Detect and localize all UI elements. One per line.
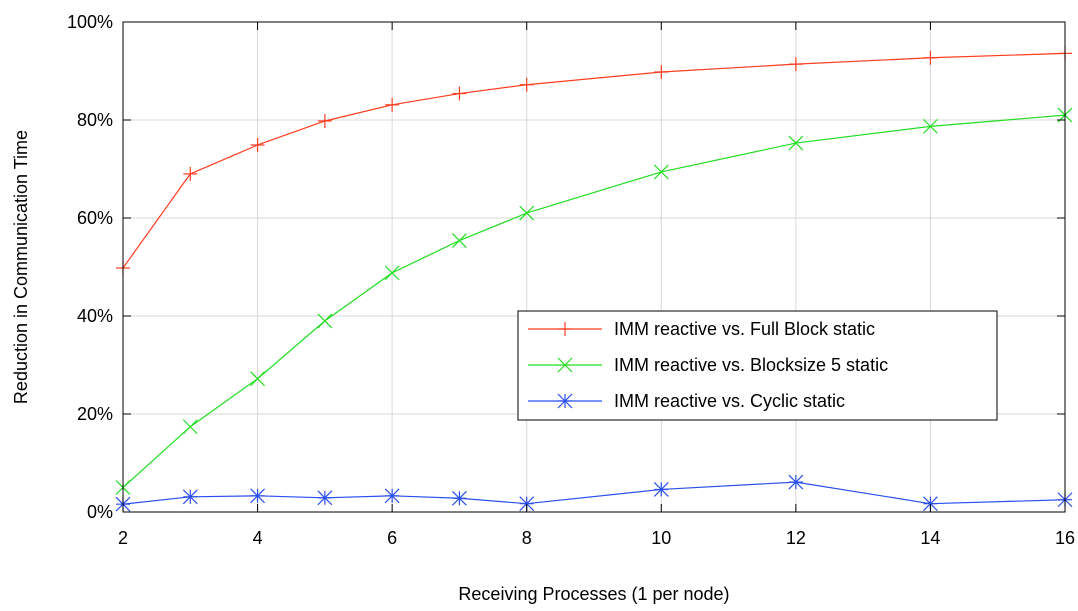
y-axis-title: Reduction in Communication Time <box>11 130 31 404</box>
data-point <box>519 205 535 221</box>
legend-swatch-marker <box>558 322 572 336</box>
series-line <box>122 114 1066 488</box>
data-point <box>788 474 804 490</box>
y-tick-label: 100% <box>67 12 113 32</box>
data-point <box>923 118 938 134</box>
data-point <box>384 488 400 504</box>
data-point <box>317 313 333 329</box>
legend-swatch-marker <box>557 393 573 409</box>
data-point <box>653 482 669 497</box>
y-tick-label: 60% <box>77 208 113 228</box>
data-point <box>788 57 803 72</box>
x-tick-label: 4 <box>253 528 263 548</box>
data-point <box>250 488 265 504</box>
data-point <box>317 113 332 128</box>
x-tick-label: 10 <box>651 528 671 548</box>
data-point <box>250 137 265 152</box>
legend-item: IMM reactive vs. Cyclic static <box>528 391 845 411</box>
series-2 <box>115 107 1073 495</box>
data-point <box>788 135 804 151</box>
legend-item: IMM reactive vs. Blocksize 5 static <box>528 355 888 375</box>
data-point <box>519 77 534 92</box>
data-point <box>385 97 400 112</box>
x-tick-label: 6 <box>387 528 397 548</box>
y-tick-label: 20% <box>77 404 113 424</box>
x-tick-label: 12 <box>786 528 806 548</box>
data-point <box>317 490 333 506</box>
y-tick-label: 0% <box>87 502 113 522</box>
legend-items: IMM reactive vs. Full Block static IMM re… <box>528 319 888 411</box>
series-1 <box>116 46 1072 275</box>
series-line <box>122 481 1066 505</box>
series-layer <box>115 46 1073 512</box>
y-tick-label: 40% <box>77 306 113 326</box>
data-point <box>654 64 669 79</box>
legend-label: IMM reactive vs. Full Block static <box>614 319 875 339</box>
data-point <box>452 86 467 101</box>
data-point <box>923 50 938 65</box>
legend-item: IMM reactive vs. Full Block static <box>528 319 875 339</box>
data-point <box>384 265 400 281</box>
grid <box>123 22 1065 512</box>
data-point <box>183 166 198 181</box>
legend: IMM reactive vs. Full Block static IMM re… <box>517 310 998 421</box>
x-tick-label: 8 <box>522 528 532 548</box>
x-axis-title: Receiving Processes (1 per node) <box>458 584 729 604</box>
data-point <box>182 489 198 505</box>
x-tick-label: 14 <box>920 528 940 548</box>
tick-layer: 0% 20% 40% 60% 80% 100% 2 4 6 8 10 12 14 16 <box>67 12 1075 548</box>
x-tick-label: 2 <box>118 528 128 548</box>
data-point <box>452 233 467 248</box>
legend-swatch-marker <box>557 357 573 373</box>
data-point <box>653 164 669 180</box>
x-tick-label: 16 <box>1055 528 1075 548</box>
data-point <box>452 490 467 506</box>
legend-label: IMM reactive vs. Blocksize 5 static <box>614 355 888 375</box>
plot-frame <box>122 21 1066 513</box>
y-tick-label: 80% <box>77 110 113 130</box>
data-point <box>182 419 198 435</box>
series-3 <box>115 474 1073 512</box>
series-line <box>122 52 1066 269</box>
legend-label: IMM reactive vs. Cyclic static <box>614 391 845 411</box>
data-point <box>250 371 265 387</box>
